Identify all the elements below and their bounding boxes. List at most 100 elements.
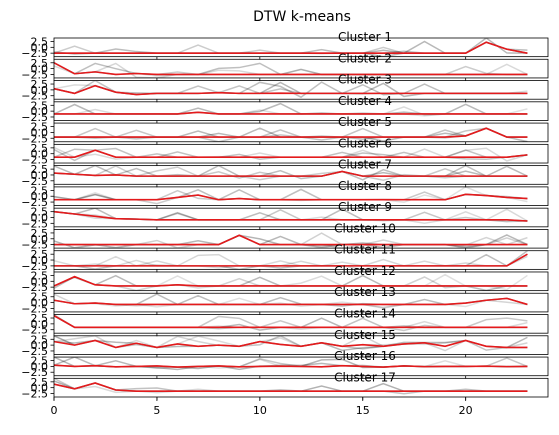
cluster-panel: 2.50.0−2.5 Cluster 11 [21, 243, 549, 273]
member-series-line [54, 81, 528, 99]
panel-frame [53, 377, 549, 398]
centroid-series-line [54, 84, 528, 96]
cluster-panel: 2.50.0−2.5 Cluster 3 [21, 73, 549, 103]
y-tick-label: −2.5 [21, 345, 48, 358]
cluster-panel: 2.50.0−2.5 Cluster 10 [21, 221, 549, 252]
cluster-label: Cluster 1 [338, 30, 392, 44]
cluster-panel: 2.50.0−2.5 Cluster 1 [21, 30, 549, 60]
centroid-series-line [54, 210, 528, 222]
y-tick-label: −2.5 [21, 90, 48, 103]
centroid-series-line [54, 149, 528, 158]
y-tick-label: 2.5 [31, 291, 49, 304]
centroid-series-line [54, 41, 528, 54]
member-series-line [54, 188, 528, 201]
centroid-series-line [54, 275, 528, 287]
x-tick-label: 10 [253, 404, 267, 417]
member-series-line [54, 335, 528, 349]
y-tick-label: 0.0 [31, 275, 49, 288]
member-series-line [54, 41, 528, 54]
cluster-panel: 2.50.0−2.5 Cluster 8 [21, 179, 549, 209]
cluster-label: Cluster 14 [334, 307, 396, 321]
cluster-label: Cluster 11 [334, 243, 396, 257]
y-tick-label: 0.0 [31, 360, 49, 373]
y-tick-label: −2.5 [21, 387, 48, 400]
y-tick-label: 2.5 [31, 227, 49, 240]
cluster-panel: 2.50.0−2.5 Cluster 5 [21, 115, 549, 145]
y-tick-label: 2.5 [31, 57, 49, 70]
cluster-panel: 2.50.0−2.5 Cluster 2 [21, 51, 549, 81]
y-tick-label: 0.0 [31, 126, 49, 139]
centroid-series-line [54, 62, 528, 76]
centroid-series-line [54, 364, 528, 368]
y-tick-label: 0.0 [31, 212, 49, 225]
centroid-series-line [54, 339, 528, 349]
panel-frame [53, 207, 549, 228]
x-tick-label: 20 [459, 404, 473, 417]
y-tick-label: 0.0 [31, 41, 49, 54]
y-tick-label: 2.5 [31, 163, 49, 176]
cluster-label: Cluster 15 [334, 328, 396, 342]
cluster-panel: 2.50.0−2.5 Cluster 12 [21, 264, 549, 294]
y-tick-label: 2.5 [31, 248, 49, 261]
centroid-series-line [54, 170, 528, 177]
y-tick-label: 0.0 [31, 297, 49, 310]
y-tick-label: −2.5 [21, 132, 48, 145]
y-tick-label: 0.0 [31, 84, 49, 97]
y-tick-label: −2.5 [21, 154, 48, 167]
x-axis: 0 5 10 15 20 [51, 397, 473, 417]
y-tick-label: 2.5 [31, 312, 49, 325]
cluster-label: Cluster 2 [338, 51, 392, 65]
member-series-line [54, 102, 528, 115]
centroid-series-line [54, 297, 528, 306]
y-tick-label: 2.5 [31, 142, 49, 155]
y-tick-label: 2.5 [31, 184, 49, 197]
cluster-label: Cluster 12 [334, 264, 396, 278]
y-tick-label: 0.0 [31, 254, 49, 267]
cluster-panel: 2.50.0−2.5 Cluster 6 [21, 136, 549, 167]
cluster-label: Cluster 6 [338, 136, 392, 150]
panel-frame [53, 101, 549, 121]
member-series-line [54, 275, 528, 291]
y-tick-label: 2.5 [31, 355, 49, 368]
centroid-series-line [54, 111, 528, 115]
x-tick-label: 15 [356, 404, 370, 417]
member-series-line [54, 127, 528, 141]
chart-title: DTW k-means [253, 9, 351, 25]
cluster-panel: 2.50.0−2.5 Cluster 15 [21, 328, 549, 358]
y-tick-label: 0.0 [31, 382, 49, 395]
y-tick-label: 2.5 [31, 36, 49, 49]
y-tick-label: −2.5 [21, 281, 48, 294]
cluster-label: Cluster 5 [338, 115, 392, 129]
y-tick-label: 0.0 [31, 339, 49, 352]
y-tick-label: −2.5 [21, 302, 48, 315]
cluster-panel: 2.50.0−2.5 Cluster 7 [21, 158, 549, 188]
y-tick-label: 0.0 [31, 190, 49, 203]
y-tick-label: 0.0 [31, 169, 49, 182]
y-tick-label: 0.0 [31, 148, 49, 161]
member-series-line [54, 193, 528, 205]
member-series-line [54, 41, 528, 54]
y-tick-label: 2.5 [31, 99, 49, 112]
cluster-label: Cluster 13 [334, 285, 396, 299]
cluster-label: Cluster 16 [334, 349, 396, 363]
y-tick-label: 2.5 [31, 78, 49, 91]
centroid-series-line [54, 193, 528, 201]
member-series-line [54, 127, 528, 142]
y-tick-label: 0.0 [31, 233, 49, 246]
cluster-label: Cluster 4 [338, 94, 392, 108]
cluster-panel: 2.50.0−2.5 Cluster 13 [21, 285, 549, 315]
cluster-label: Cluster 9 [338, 200, 392, 214]
cluster-label: Cluster 3 [338, 73, 392, 87]
y-tick-label: −2.5 [21, 111, 48, 124]
y-tick-label: 2.5 [31, 333, 49, 346]
centroid-series-line [54, 253, 528, 267]
member-series-line [54, 108, 528, 117]
cluster-label: Cluster 8 [338, 179, 392, 193]
cluster-label: Cluster 10 [334, 221, 396, 235]
y-tick-label: −2.5 [21, 175, 48, 188]
y-tick-label: 2.5 [31, 206, 49, 219]
cluster-panel: 2.50.0−2.5 Cluster 17 [21, 370, 549, 400]
centroid-series-line [54, 127, 528, 138]
cluster-panel: 2.50.0−2.5 Cluster 4 [21, 94, 549, 124]
